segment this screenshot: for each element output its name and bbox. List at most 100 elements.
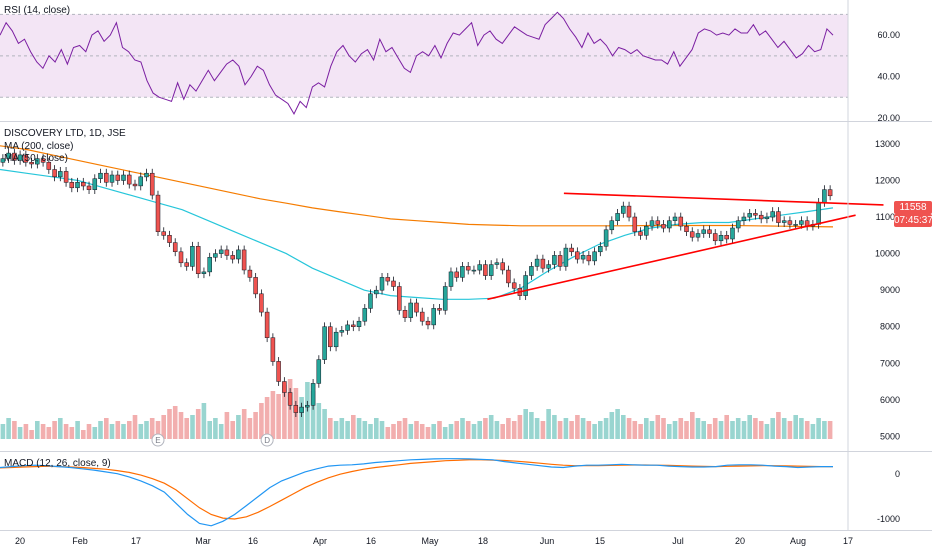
volume-bar [46, 427, 52, 439]
time-tick-label[interactable]: Feb [72, 536, 88, 546]
candle-body [75, 182, 80, 189]
candle-body [546, 264, 551, 269]
ma200-line [0, 145, 834, 228]
time-tick-label[interactable]: 17 [131, 536, 141, 546]
ma50-label[interactable]: MA (50, close) [4, 153, 68, 164]
price-pane[interactable]: E D 13000 12000 11000 10000 9000 8000 7000 6000 50… [0, 122, 932, 451]
volume-bar [374, 418, 379, 439]
candle-body [552, 255, 557, 265]
candle-body [81, 182, 86, 187]
volume-bar [781, 418, 787, 439]
candle-body [661, 224, 666, 229]
volume-bar [368, 424, 373, 439]
time-tick-label[interactable]: Jul [672, 536, 684, 546]
time-tick-label[interactable]: Mar [195, 536, 211, 546]
candle-body [178, 251, 184, 264]
event-marker-icon [151, 433, 165, 447]
time-tick-label[interactable]: May [421, 536, 439, 546]
candle-body [437, 308, 442, 311]
volume-bar [615, 409, 620, 439]
time-axis[interactable]: 20 Feb 17 Mar 16 Apr 16 May 18 Jun 15 Jul 20 Aug 17 [0, 530, 932, 550]
volume-bar [236, 415, 241, 439]
candle-body [414, 302, 419, 313]
candle-body [534, 258, 540, 267]
price-tick-label: 9000 [880, 285, 900, 295]
volume-bar [534, 418, 540, 439]
candle-body [822, 189, 827, 203]
volume-bar [471, 424, 477, 439]
volume-bar [241, 409, 247, 439]
time-tick-label[interactable]: Aug [790, 536, 806, 546]
symbol-label[interactable]: DISCOVERY LTD, 1D, JSE [4, 128, 126, 139]
candle-body [787, 220, 793, 225]
candle-body [58, 171, 63, 178]
candle-body [213, 253, 218, 258]
candle-body [52, 169, 57, 178]
volume-bar [63, 424, 69, 439]
volume-bar [667, 424, 672, 439]
time-tick-label[interactable]: 16 [366, 536, 376, 546]
volume-bar [787, 421, 793, 439]
volume-bar [822, 421, 827, 439]
candle-body [580, 255, 586, 260]
candle-body [218, 249, 224, 254]
volume-bar [322, 409, 327, 439]
ma200-label[interactable]: MA (200, close) [4, 141, 74, 152]
volume-bar [264, 397, 270, 439]
pane-divider[interactable] [0, 451, 932, 452]
volume-bar [557, 421, 563, 439]
candle-body [431, 308, 436, 326]
volume-bar [402, 418, 408, 439]
candle-body [609, 220, 615, 231]
candle-body [247, 269, 253, 278]
candle-body [132, 183, 138, 187]
candle-body [339, 330, 345, 333]
candle-body [241, 249, 247, 271]
time-tick-label[interactable]: 20 [735, 536, 745, 546]
volume-bar [419, 424, 425, 439]
time-tick-label[interactable]: 17 [843, 536, 853, 546]
candle-body [707, 229, 712, 234]
candle-body [718, 235, 724, 242]
macd-pane[interactable]: 0 -1000 MACD (12, 26, close, 9) [0, 452, 932, 530]
volume-bar [575, 415, 580, 439]
rsi-chart[interactable]: 60.00 40.00 20.00 [0, 0, 932, 121]
rsi-pane[interactable]: 60.00 40.00 20.00 RSI (14, close) [0, 0, 932, 121]
pane-divider[interactable] [0, 121, 932, 122]
volume-bar [621, 415, 626, 439]
time-tick-label[interactable]: Apr [313, 536, 327, 546]
rsi-band [0, 14, 848, 98]
candle-body [6, 152, 11, 159]
volume-bar [523, 409, 528, 439]
price-chart[interactable]: E D 13000 12000 11000 10000 9000 8000 7000 6000 50… [0, 122, 932, 451]
candle-body [712, 233, 718, 242]
volume-bar [207, 421, 212, 439]
candle-body [471, 269, 477, 272]
candle-body [408, 302, 413, 318]
volume-bar [104, 418, 109, 439]
time-tick-label[interactable]: 15 [595, 536, 605, 546]
time-tick-label[interactable]: 16 [248, 536, 258, 546]
candle-body [667, 220, 672, 229]
candle-body [362, 308, 368, 322]
macd-label: MACD (12, 26, close, 9) [4, 458, 111, 469]
price-tick-label: 5000 [880, 431, 900, 441]
volume-bar [626, 418, 632, 439]
candle-body [86, 185, 92, 190]
volume-bar [506, 418, 511, 439]
time-tick-label[interactable]: 18 [478, 536, 488, 546]
time-tick-label[interactable]: Jun [540, 536, 555, 546]
macd-tick-label: 0 [895, 469, 900, 479]
volume-bar [500, 424, 505, 439]
volume-bar [92, 427, 98, 439]
volume-bar [115, 421, 121, 439]
macd-chart[interactable]: 0 -1000 [0, 452, 932, 530]
time-tick-label[interactable]: 20 [15, 536, 25, 546]
volume-bar [609, 412, 615, 439]
volume-bar [379, 421, 385, 439]
rsi-label: RSI (14, close) [4, 5, 71, 16]
candle-body [724, 235, 729, 240]
volume-bar [195, 409, 201, 439]
candle-body [776, 211, 781, 223]
volume-bar [144, 421, 149, 439]
